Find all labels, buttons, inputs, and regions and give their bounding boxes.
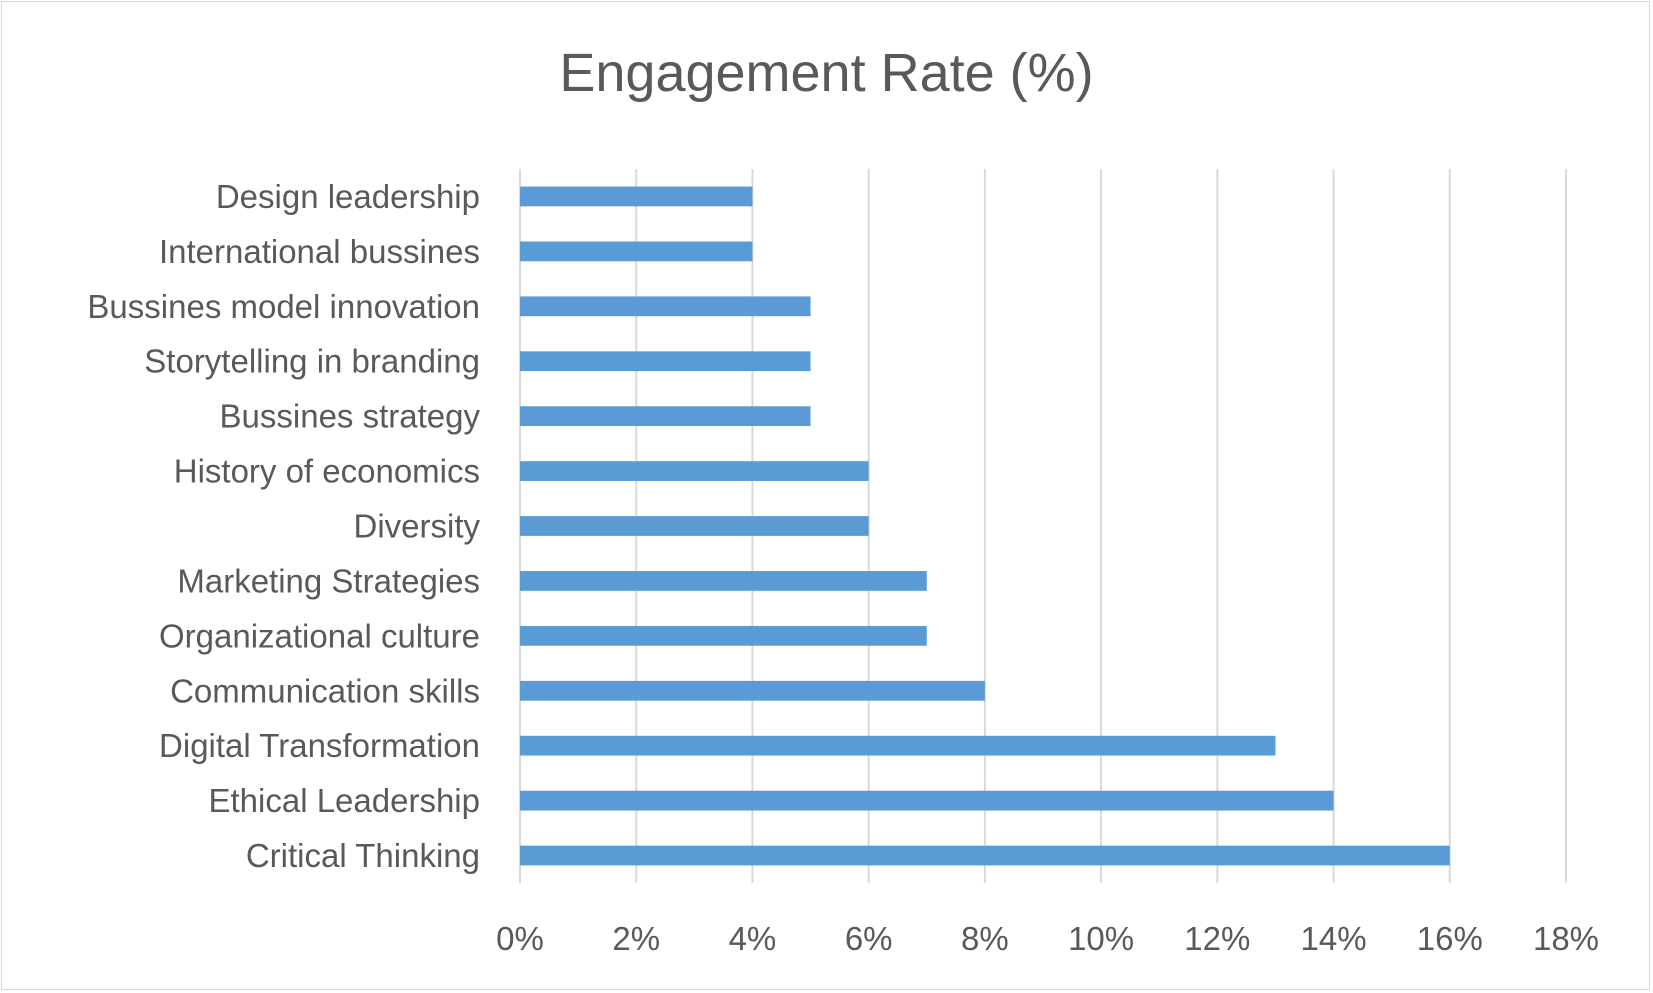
- category-label: Ethical Leadership: [208, 782, 480, 819]
- category-label: Diversity: [353, 508, 480, 545]
- x-tick-label: 8%: [961, 920, 1009, 957]
- x-axis-tick-labels: 0% 2% 4% 6% 8% 10% 12% 14% 16% 18%: [496, 920, 1599, 957]
- bar: [520, 571, 927, 591]
- bar: [520, 735, 1276, 756]
- x-tick-label: 0%: [496, 920, 544, 957]
- x-tick-label: 14%: [1301, 920, 1367, 957]
- category-label: Bussines model innovation: [87, 288, 480, 325]
- x-tick-label: 18%: [1533, 920, 1599, 957]
- category-label: Organizational culture: [159, 617, 480, 654]
- bar: [520, 845, 1450, 866]
- x-tick-label: 6%: [845, 920, 893, 957]
- x-tick-label: 2%: [612, 920, 660, 957]
- bar: [520, 241, 753, 262]
- x-tick-label: 4%: [729, 920, 777, 957]
- bar: [520, 406, 811, 427]
- bar: [520, 790, 1334, 811]
- bar: [520, 516, 869, 536]
- category-label: Digital Transformation: [159, 727, 480, 764]
- category-label: Bussines strategy: [220, 398, 481, 435]
- bars: [520, 186, 1450, 866]
- bar: [520, 461, 869, 481]
- category-label: Critical Thinking: [246, 837, 480, 874]
- category-label: Design leadership: [216, 178, 480, 215]
- bar: [520, 625, 927, 646]
- category-label: International bussines: [159, 233, 480, 270]
- category-label: Storytelling in branding: [144, 343, 480, 380]
- category-label: Marketing Strategies: [177, 562, 480, 599]
- category-labels: Design leadership International bussines B…: [87, 178, 480, 874]
- x-tick-label: 10%: [1068, 920, 1134, 957]
- chart-title: Engagement Rate (%): [559, 43, 1094, 103]
- x-tick-label: 16%: [1417, 920, 1483, 957]
- category-label: History of economics: [174, 453, 480, 490]
- bar: [520, 296, 811, 317]
- category-label: Communication skills: [170, 672, 480, 709]
- bar: [520, 186, 753, 207]
- x-tick-label: 12%: [1184, 920, 1250, 957]
- bar: [520, 351, 811, 372]
- bar: [520, 680, 985, 701]
